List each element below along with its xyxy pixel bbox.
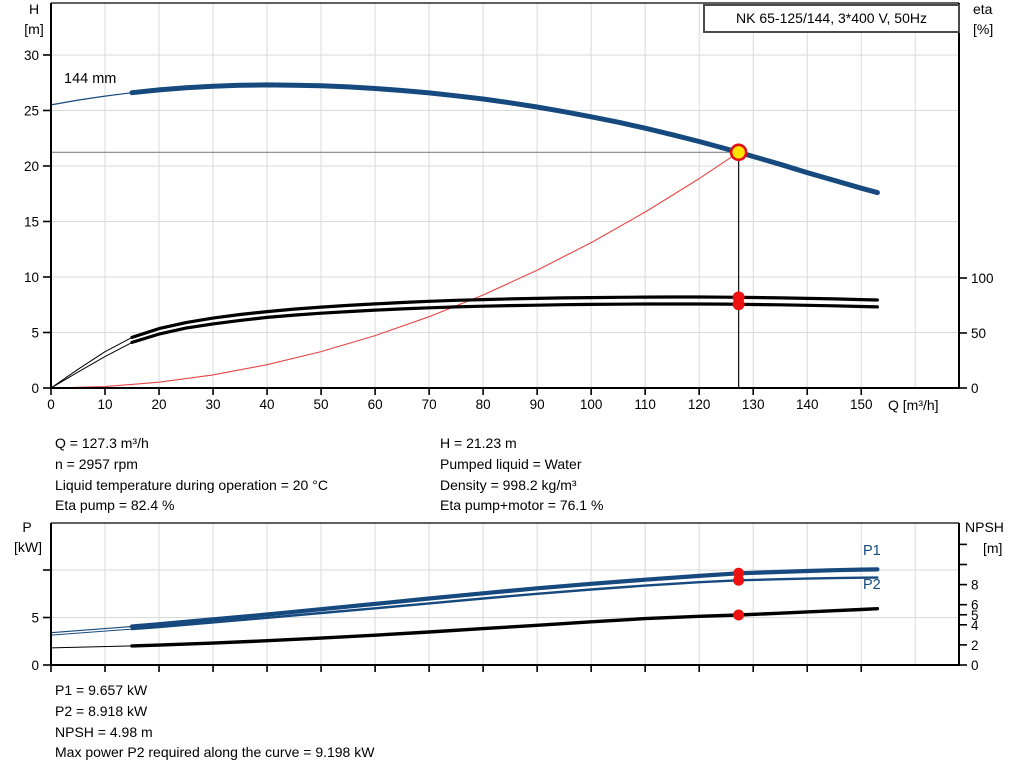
p1-curve-lead: [50, 625, 133, 634]
x-tick-label: 10: [97, 397, 112, 412]
p2-curve-lead: [50, 628, 133, 636]
npsh-axis-title: NPSH: [965, 519, 1004, 535]
x-tick-label: 40: [260, 397, 275, 412]
info-npsh: NPSH = 4.98 m: [55, 723, 153, 740]
eta-axis-title: eta: [973, 1, 993, 17]
x-tick-label: 120: [688, 397, 711, 412]
x-tick-label: 150: [850, 397, 873, 412]
info-liquid-temp: Liquid temperature during operation = 20…: [55, 476, 328, 493]
info-p2: P2 = 8.918 kW: [55, 702, 148, 719]
y-left-tick-label: 5: [31, 611, 39, 626]
eta-axis-unit: [%]: [973, 21, 994, 37]
y-left-tick-label: 25: [24, 103, 39, 118]
info-max-power: Max power P2 required along the curve = …: [55, 744, 375, 761]
p2-curve: [130, 576, 879, 631]
info-eta-pump: Eta pump = 82.4 %: [55, 497, 175, 514]
pump-curve-144mm: [129, 82, 880, 196]
x-tick-label: 50: [314, 397, 329, 412]
y-right-tick-label: 0: [971, 381, 979, 396]
y-left-tick-label: 15: [24, 214, 39, 229]
x-tick-label: 60: [368, 397, 383, 412]
p2-curve-label: P2: [863, 577, 881, 593]
y-left-tick-label: 0: [31, 381, 39, 396]
pump-curve-144mm-lead: [50, 92, 133, 106]
info-h: H = 21.23 m: [440, 435, 517, 451]
info-density: Density = 998.2 kg/m³: [440, 476, 577, 493]
eta-pump-curve-lead: [50, 336, 133, 389]
info-pumped-liquid: Pumped liquid = Water: [440, 455, 582, 472]
y-right-tick-label: 50: [971, 326, 986, 341]
npsh-curve-lead: [50, 645, 133, 649]
eta-pump-motor-curve: [130, 302, 880, 344]
eta-pump-curve: [130, 295, 880, 339]
y-left-tick-label: 10: [24, 270, 39, 285]
npsh-axis-unit: [m]: [983, 540, 1003, 556]
x-tick-label: 140: [796, 397, 819, 412]
duty-point: [729, 143, 748, 162]
x-tick-label: 0: [47, 397, 55, 412]
info-eta-pump-motor: Eta pump+motor = 76.1 %: [440, 497, 604, 514]
y-left-tick-label: 0: [31, 658, 39, 673]
p1-curve: [129, 567, 880, 629]
x-tick-label: 130: [742, 397, 765, 412]
hq-chart: 0 10 20 30 40 50 60 70 80 90 100 110 120 130 140 150051…: [24, 2, 994, 412]
y-left-tick-label: 20: [24, 159, 39, 174]
x-tick-label: 30: [206, 397, 221, 412]
x-tick-label: 100: [580, 397, 603, 412]
x-tick-label: 80: [476, 397, 491, 412]
x-tick-label: 110: [634, 397, 656, 412]
y-right-tick-label: 8: [971, 578, 979, 593]
info-q: Q = 127.3 m³/h: [55, 435, 149, 451]
y-left-tick-label: 5: [31, 325, 39, 340]
p-axis-title: P: [22, 519, 32, 535]
y-left-tick-label: 30: [24, 48, 39, 63]
info-rpm: n = 2957 rpm: [55, 455, 138, 472]
p-axis-unit: [kW]: [14, 539, 42, 555]
p2-duty-dot: [733, 574, 745, 586]
eta-pump-motor-curve-lead: [50, 341, 133, 389]
system-curve: [50, 151, 740, 389]
p1-curve-label: P1: [863, 543, 881, 559]
power-info: P1 = 9.657 kW P2 = 8.918 kW NPSH = 4.98 …: [55, 680, 374, 763]
x-tick-label: 90: [530, 397, 545, 412]
npsh-curve: [130, 607, 880, 648]
pump-designation-box: NK 65-125/144, 3*400 V, 50Hz: [703, 4, 960, 33]
y-right-tick-label: 0: [971, 658, 979, 673]
impeller-size-label: 144 mm: [64, 71, 117, 87]
h-axis-unit: [m]: [24, 21, 44, 37]
y-right-tick-label: 5: [971, 608, 979, 623]
duty-info-left: Q = 127.3 m³/h n = 2957 rpm Liquid tempe…: [55, 433, 328, 516]
info-p1: P1 = 9.657 kW: [55, 682, 148, 698]
y-right-tick-label: 4: [971, 618, 979, 633]
y-right-tick-label: 100: [971, 271, 994, 286]
y-right-tick-label: 6: [971, 598, 979, 613]
x-tick-label: 70: [422, 397, 437, 412]
q-axis-title: Q [m³/h]: [888, 397, 939, 413]
npsh-duty-dot: [733, 609, 745, 621]
y-right-tick-label: 2: [971, 638, 979, 653]
eta-motor-duty-dot: [732, 298, 745, 311]
x-tick-label: 20: [152, 397, 167, 412]
duty-info-right: H = 21.23 m Pumped liquid = Water Densit…: [440, 433, 603, 516]
h-axis-title: H: [28, 1, 40, 17]
